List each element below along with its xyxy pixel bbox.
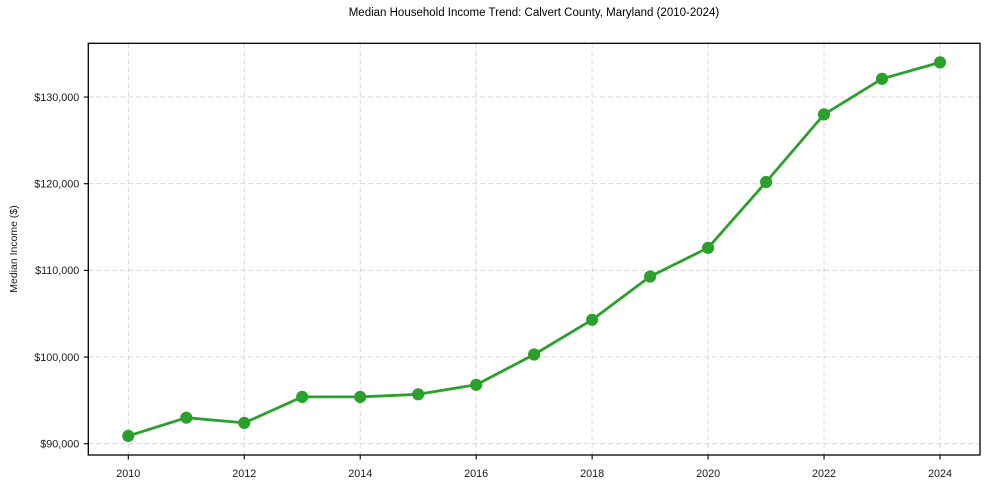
data-point <box>470 378 483 391</box>
data-point <box>296 390 309 403</box>
x-tick-label: 2010 <box>116 468 140 480</box>
data-point <box>817 108 831 121</box>
x-tick-label: 2012 <box>232 468 256 480</box>
y-tick-label: $90,000 <box>40 439 79 451</box>
data-point <box>702 241 715 254</box>
y-tick-label: $100,000 <box>34 352 79 364</box>
plot-frame <box>87 42 981 456</box>
y-tick-label: $120,000 <box>34 179 79 191</box>
x-tick-label: 2018 <box>580 468 604 480</box>
x-tick-label: 2014 <box>348 468 372 480</box>
data-point <box>644 270 657 283</box>
x-tick-label: 2020 <box>696 468 720 480</box>
x-tick-label: 2024 <box>928 468 952 480</box>
data-point <box>238 416 251 429</box>
x-tick-label: 2016 <box>464 468 488 480</box>
data-point <box>180 411 193 424</box>
data-point <box>354 390 367 403</box>
data-point <box>122 429 135 442</box>
data-point <box>875 72 889 85</box>
data-point <box>412 388 425 401</box>
y-tick-label: $130,000 <box>34 92 79 104</box>
trend-line <box>126 61 942 438</box>
x-tick-label: 2022 <box>812 468 836 480</box>
y-tick-label: $110,000 <box>35 265 79 277</box>
data-point <box>760 175 773 189</box>
chart-title: Median Household Income Trend: Calvert C… <box>348 7 720 19</box>
data-point <box>933 56 947 69</box>
data-point <box>586 313 599 326</box>
data-point <box>528 348 541 361</box>
